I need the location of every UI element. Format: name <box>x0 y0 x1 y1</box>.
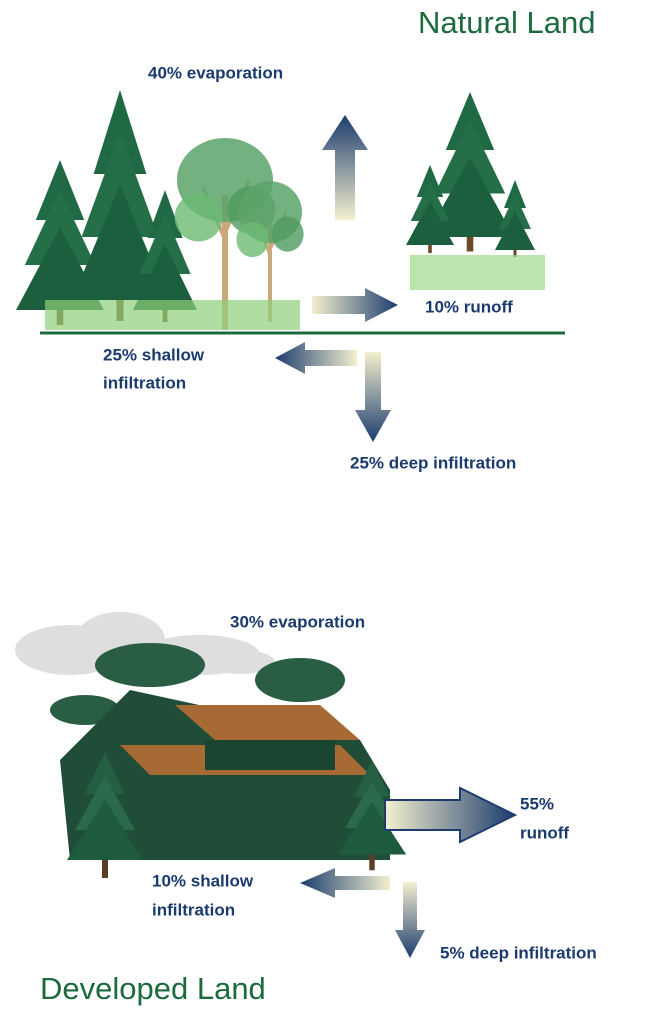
natural-shallow: 25% shallow <box>103 345 205 364</box>
developed-evaporation: 30% evaporation <box>230 612 365 631</box>
natural-trees <box>16 90 545 330</box>
shallow-arrow <box>275 342 357 374</box>
natural-deep: 25% deep infiltration <box>350 453 516 472</box>
developed-title: Developed Land <box>40 971 266 1006</box>
developed-shallow: 10% shallow <box>152 871 254 890</box>
natural-evaporation: 40% evaporation <box>148 63 283 82</box>
natural-title: Natural Land <box>418 5 596 40</box>
developed-deep: 5% deep infiltration <box>440 943 597 962</box>
natural-shallow: infiltration <box>103 373 186 392</box>
diagram: Natural Land 40% evaporation 10% runoff … <box>0 0 670 1009</box>
deep-arrow <box>395 882 425 958</box>
evaporation-arrow <box>322 115 368 220</box>
developed-shallow: infiltration <box>152 900 235 919</box>
natural-runoff: 10% runoff <box>425 297 513 316</box>
deep-arrow <box>355 352 391 442</box>
runoff-arrow <box>312 288 398 322</box>
shallow-arrow <box>300 868 390 898</box>
developed-runoff: 55% <box>520 794 554 813</box>
runoff-arrow <box>385 788 515 842</box>
developed-runoff: runoff <box>520 823 569 842</box>
